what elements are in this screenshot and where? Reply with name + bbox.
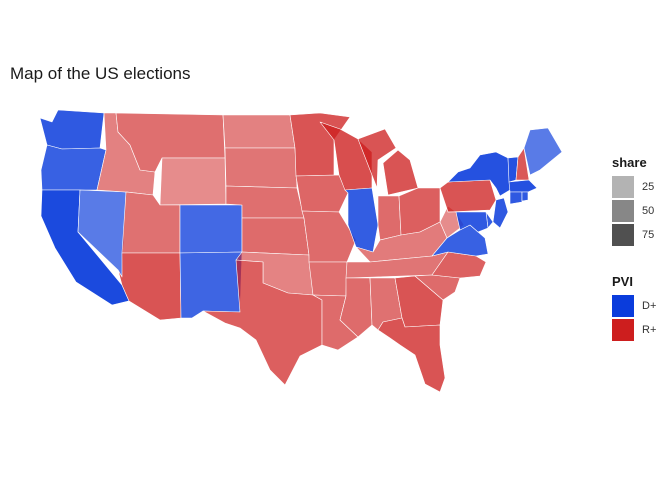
share-legend-label: 75 <box>642 229 655 241</box>
state-new-jersey <box>492 197 509 229</box>
pvi-legend-swatch <box>612 295 634 317</box>
share-legend-item: 50 <box>612 199 670 223</box>
state-arkansas <box>308 261 348 297</box>
pvi-legend-title: PVI <box>612 274 633 289</box>
share-legend-label: 25 <box>642 181 655 193</box>
share-legend-title: share <box>612 155 647 170</box>
share-legend-swatch <box>612 200 634 222</box>
state-maryland <box>447 211 489 233</box>
state-connecticut <box>509 191 523 205</box>
state-pennsylvania <box>439 179 497 213</box>
state-iowa <box>295 174 349 213</box>
chart-title: Map of the US elections <box>10 64 191 83</box>
state-massachusetts <box>508 179 538 193</box>
pvi-legend-swatch <box>612 319 634 341</box>
state-virginia <box>431 224 489 257</box>
state-north-dakota <box>222 114 296 149</box>
pvi-legend-label: R+ <box>642 324 657 336</box>
share-legend-swatch <box>612 224 634 246</box>
state-michigan <box>357 128 419 196</box>
state-washington <box>39 109 105 150</box>
state-indiana <box>377 195 402 241</box>
pvi-legend-item: R+ <box>612 318 670 342</box>
state-florida <box>377 317 446 393</box>
state-south-carolina <box>414 274 461 301</box>
share-legend: share 25 50 75 <box>612 155 670 247</box>
pvi-legend-label: D+ <box>642 300 657 312</box>
state-texas <box>202 259 323 386</box>
state-south-dakota <box>224 147 298 189</box>
state-arizona <box>117 252 182 321</box>
pvi-legend-item: D+ <box>612 294 670 318</box>
state-kansas <box>241 217 310 256</box>
share-legend-item: 75 <box>612 223 670 247</box>
state-rhode-island <box>521 191 529 202</box>
share-legend-item: 25 <box>612 175 670 199</box>
pvi-legend: PVI D+ R+ <box>612 274 670 342</box>
share-legend-label: 50 <box>642 205 655 217</box>
state-new-mexico <box>179 251 243 319</box>
share-legend-swatch <box>612 176 634 198</box>
state-wyoming <box>159 157 227 206</box>
state-maine <box>523 127 563 176</box>
state-colorado <box>179 204 243 254</box>
state-oregon <box>40 144 107 191</box>
